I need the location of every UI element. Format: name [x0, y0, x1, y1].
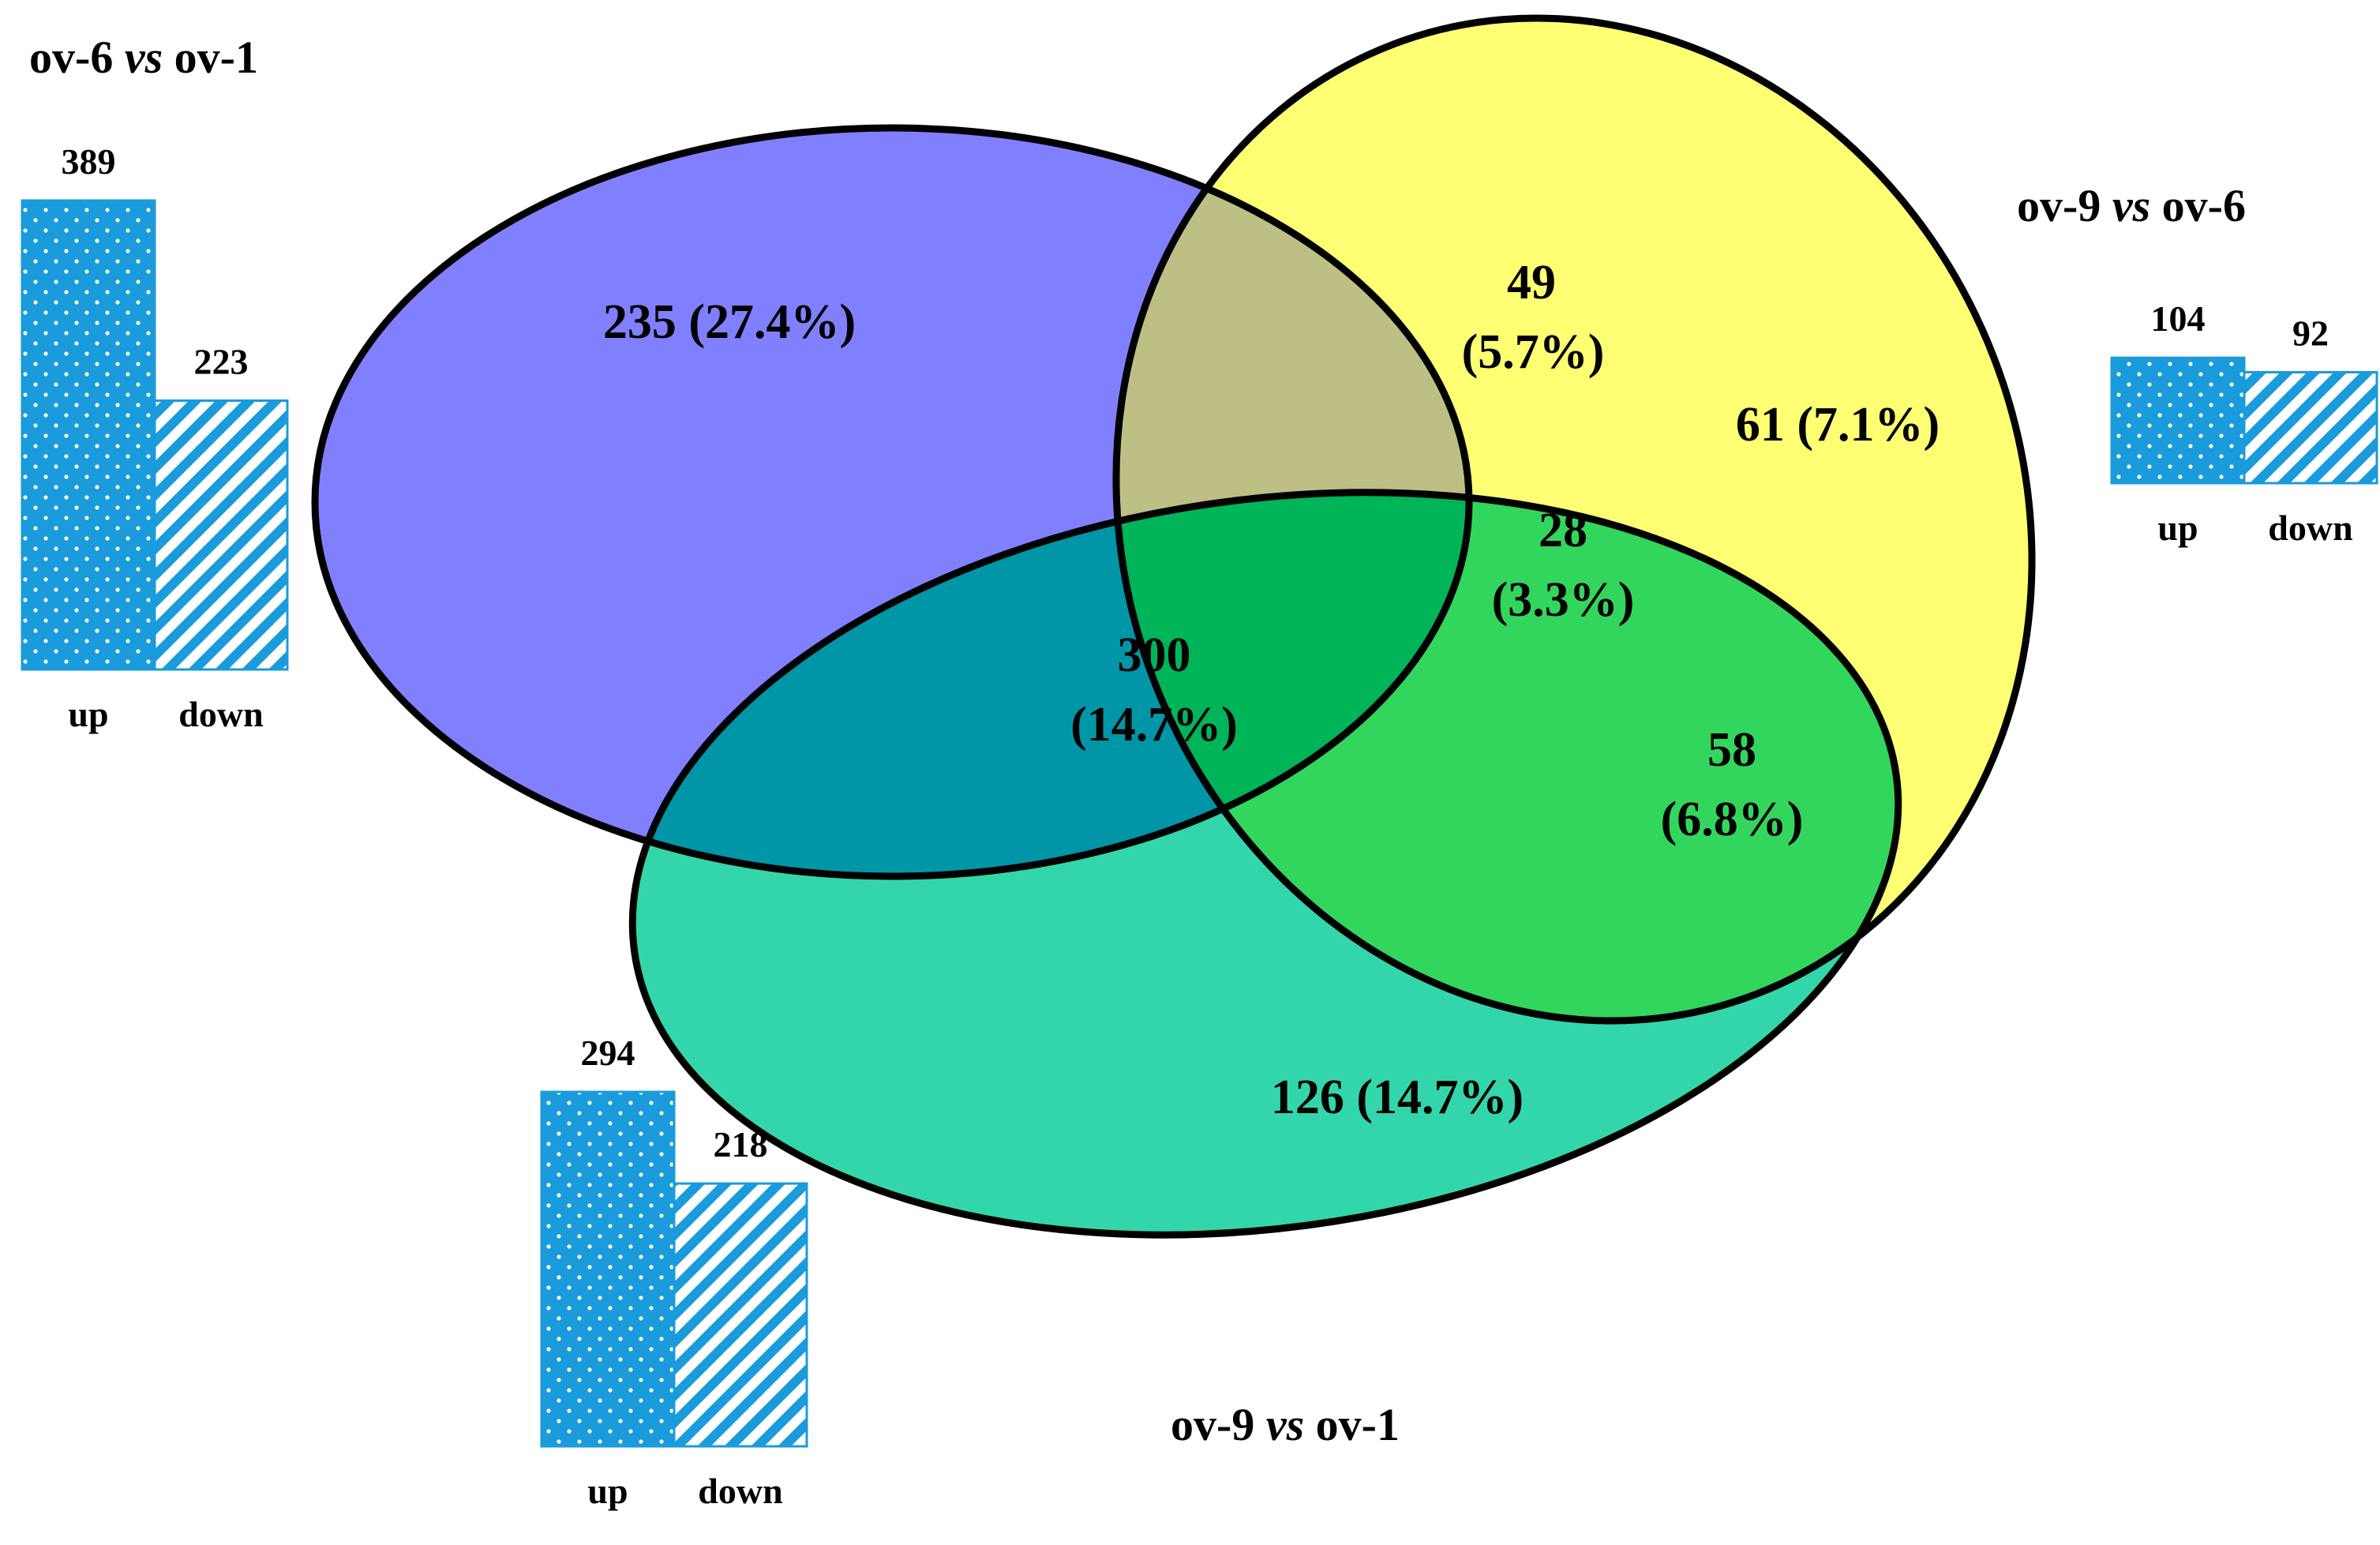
bar-up-value: 389	[62, 141, 116, 182]
region-labels: 235 (27.4%) 49 (5.7%) 61 (7.1%) 28 (3.3%…	[603, 256, 1940, 1124]
bars-ov9-vs-ov6: 104 92 up down	[2110, 298, 2378, 548]
region-ov9ov6-ov9ov1-count: 58	[1707, 723, 1756, 777]
region-ov9ov6-ov9ov1-percent: (6.8%)	[1661, 793, 1804, 846]
bar-up-value: 294	[581, 1033, 635, 1073]
venn-outlines	[311, 14, 2036, 1239]
region-ov6ov1-ov9ov1-percent: (14.7%)	[1070, 698, 1238, 752]
title-ov6-vs-ov1: ov-6 vs ov-1	[29, 32, 258, 83]
region-only-ov9-ov6: 61 (7.1%)	[1736, 398, 1940, 452]
bar-up-label: up	[2157, 508, 2198, 548]
region-ov6ov1-ov9ov6-percent: (5.7%)	[1462, 325, 1605, 379]
outline-ov9-vs-ov1	[628, 489, 1902, 1239]
bar-up-label: up	[587, 1471, 628, 1511]
bar-up-label: up	[68, 694, 108, 734]
region-ov6ov1-ov9ov6-count: 49	[1507, 256, 1556, 309]
bars-ov9-vs-ov1: 294 218 up down	[540, 1033, 808, 1511]
region-only-ov6-ov1: 235 (27.4%)	[603, 295, 856, 349]
region-ov6ov1-ov9ov1-count: 300	[1118, 628, 1191, 682]
bar-up	[540, 1090, 676, 1448]
bar-down-label: down	[2268, 508, 2352, 548]
bar-up	[21, 199, 156, 671]
title-ov9-vs-ov1: ov-9 vs ov-1	[1171, 1399, 1400, 1450]
outline-ov9-vs-ov6	[1112, 14, 2036, 1025]
bar-down-label: down	[178, 694, 263, 734]
bar-down	[673, 1182, 808, 1448]
comparison-titles: ov-6 vs ov-1 ov-9 vs ov-6 ov-9 vs ov-1	[29, 32, 2246, 1450]
bar-down	[153, 399, 289, 671]
bar-down	[2243, 371, 2378, 485]
bar-down-label: down	[698, 1471, 782, 1511]
bar-down-value: 223	[194, 341, 249, 381]
region-all-three-percent: (3.3%)	[1492, 573, 1635, 627]
title-ov9-vs-ov6: ov-9 vs ov-6	[2017, 180, 2246, 231]
bar-up	[2110, 356, 2246, 485]
region-only-ov9-ov1: 126 (14.7%)	[1271, 1071, 1524, 1124]
bar-up-value: 104	[2151, 298, 2206, 339]
region-all-three-count: 28	[1539, 504, 1587, 557]
bar-down-value: 92	[2292, 313, 2329, 354]
outline-ov6-vs-ov1	[311, 124, 1473, 880]
bars-ov6-vs-ov1: 389 223 up down	[21, 141, 289, 734]
bar-down-value: 218	[714, 1124, 768, 1164]
